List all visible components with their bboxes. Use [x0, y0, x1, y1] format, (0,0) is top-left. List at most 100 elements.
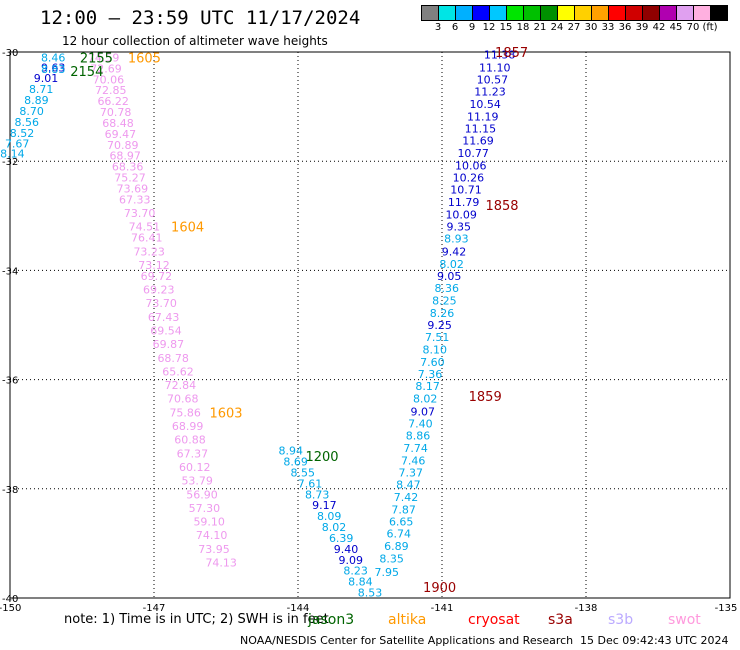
data-label: 6.89	[384, 540, 409, 553]
data-label: 68.99	[172, 420, 204, 433]
legend-labels: 3 6 9 12 15 18 21 24 27 30 33 36 39 42 45 70 (ft)	[422, 21, 728, 33]
data-label: 10.09	[445, 209, 477, 222]
data-label: 9.01	[34, 72, 59, 85]
data-label: 8.69	[283, 456, 308, 469]
data-label: 73.69	[117, 183, 149, 196]
data-label: 67.33	[119, 193, 151, 206]
data-label: 67.43	[148, 311, 180, 324]
data-label: 8.89	[24, 94, 49, 107]
data-label: 76.41	[131, 232, 163, 245]
data-label: 7.37	[399, 466, 424, 479]
data-label: 11.10	[479, 61, 511, 74]
y-tick-label: -32	[2, 157, 18, 168]
legend-label: 24	[550, 22, 564, 33]
data-label: 8.14	[0, 148, 25, 161]
time-annotation: 1859	[469, 390, 502, 405]
x-tick-label: -141	[431, 603, 454, 614]
data-label: 9.40	[334, 543, 359, 556]
data-label: 8.26	[430, 307, 455, 320]
time-annotation: 1605	[128, 51, 161, 66]
x-tick-label: -150	[0, 603, 21, 614]
satellite-label-swot: swot	[668, 612, 701, 628]
data-label: 8.55	[291, 466, 316, 479]
data-label: 10.26	[453, 172, 485, 185]
data-label: 8.94	[279, 445, 304, 458]
y-tick-label: -36	[2, 376, 18, 387]
time-annotation: 1604	[171, 221, 204, 236]
y-tick-label: -30	[2, 48, 18, 59]
data-label: 72.84	[165, 379, 197, 392]
page-subtitle: 12 hour collection of altimeter wave hei…	[62, 34, 328, 48]
data-label: 6.74	[387, 528, 412, 541]
satellite-label-cryosat: cryosat	[468, 612, 520, 628]
satellite-label-s3b: s3b	[608, 612, 634, 628]
data-label: 9.42	[442, 245, 467, 258]
data-label: 69.87	[153, 338, 185, 351]
data-label: 60.12	[179, 461, 211, 474]
data-label: 70.06	[93, 73, 125, 86]
data-label: 7.61	[298, 477, 323, 490]
data-label: 59.10	[193, 516, 225, 529]
data-label: 53.79	[181, 475, 213, 488]
page-title: 12:00 — 23:59 UTC 11/17/2024	[40, 7, 361, 29]
data-label: 8.93	[444, 233, 469, 246]
legend-label: (ft)	[702, 22, 718, 33]
data-label: 72.69	[90, 62, 122, 75]
data-label: 7.60	[420, 356, 445, 369]
data-label: 8.56	[15, 116, 40, 129]
legend-label: 45	[669, 22, 683, 33]
data-label: 7.40	[408, 417, 433, 430]
data-label: 69.54	[150, 324, 182, 337]
data-label: 74.13	[205, 557, 237, 570]
data-label: 7.67	[5, 138, 30, 151]
y-tick-label: -34	[2, 266, 18, 277]
data-label: 8.25	[432, 294, 457, 307]
data-label: 9.17	[312, 499, 337, 512]
data-label: 74.10	[196, 529, 228, 542]
data-label: 75.27	[114, 172, 146, 185]
data-label: 7.87	[391, 504, 416, 517]
legend-label: 3	[434, 22, 442, 33]
data-label: 8.02	[413, 393, 438, 406]
data-label: 74.51	[129, 221, 161, 234]
time-annotation: 2154	[70, 65, 103, 80]
data-label: 68.97	[109, 150, 141, 163]
data-label: 8.10	[423, 344, 448, 357]
data-label: 7.42	[394, 491, 419, 504]
footer-timestamp: 15 Dec 09:42:43 UTC 2024	[580, 634, 729, 647]
data-label: 8.53	[358, 587, 383, 600]
data-label: 73.23	[133, 245, 165, 258]
data-label: 66.22	[97, 95, 129, 108]
legend-swatch	[710, 5, 728, 21]
data-label: 10.77	[457, 147, 489, 160]
time-annotation: 2155	[80, 51, 113, 66]
y-tick-label: -40	[2, 594, 18, 605]
footer-credit: NOAA/NESDIS Center for Satellite Applica…	[240, 634, 574, 647]
legend-label: 36	[618, 22, 632, 33]
data-label: 60.88	[174, 434, 206, 447]
data-label: 11.23	[474, 85, 506, 98]
data-label: 6.65	[389, 516, 414, 529]
legend-swatches	[421, 5, 728, 21]
data-label: 8.23	[343, 565, 368, 578]
legend-label: 33	[601, 22, 615, 33]
data-label: 7.51	[425, 331, 450, 344]
data-label: 11.15	[465, 122, 497, 135]
data-label: 73.70	[124, 207, 156, 220]
data-label: 65.62	[162, 365, 194, 378]
data-label: 8.09	[317, 510, 342, 523]
legend-label: 15	[499, 22, 513, 33]
satellite-label-s3a: s3a	[548, 612, 573, 628]
data-label: 6.39	[329, 532, 354, 545]
legend-label: 39	[635, 22, 649, 33]
data-label: 70.89	[107, 139, 139, 152]
data-label: 69.47	[105, 128, 137, 141]
data-label: 70.68	[167, 393, 199, 406]
data-label: 8.52	[10, 127, 35, 140]
data-label: 10.06	[455, 160, 487, 173]
data-label: 69.23	[143, 284, 175, 297]
data-label: 72.85	[95, 84, 127, 97]
data-label: 8.83	[41, 63, 66, 76]
legend-label: 70	[686, 22, 700, 33]
